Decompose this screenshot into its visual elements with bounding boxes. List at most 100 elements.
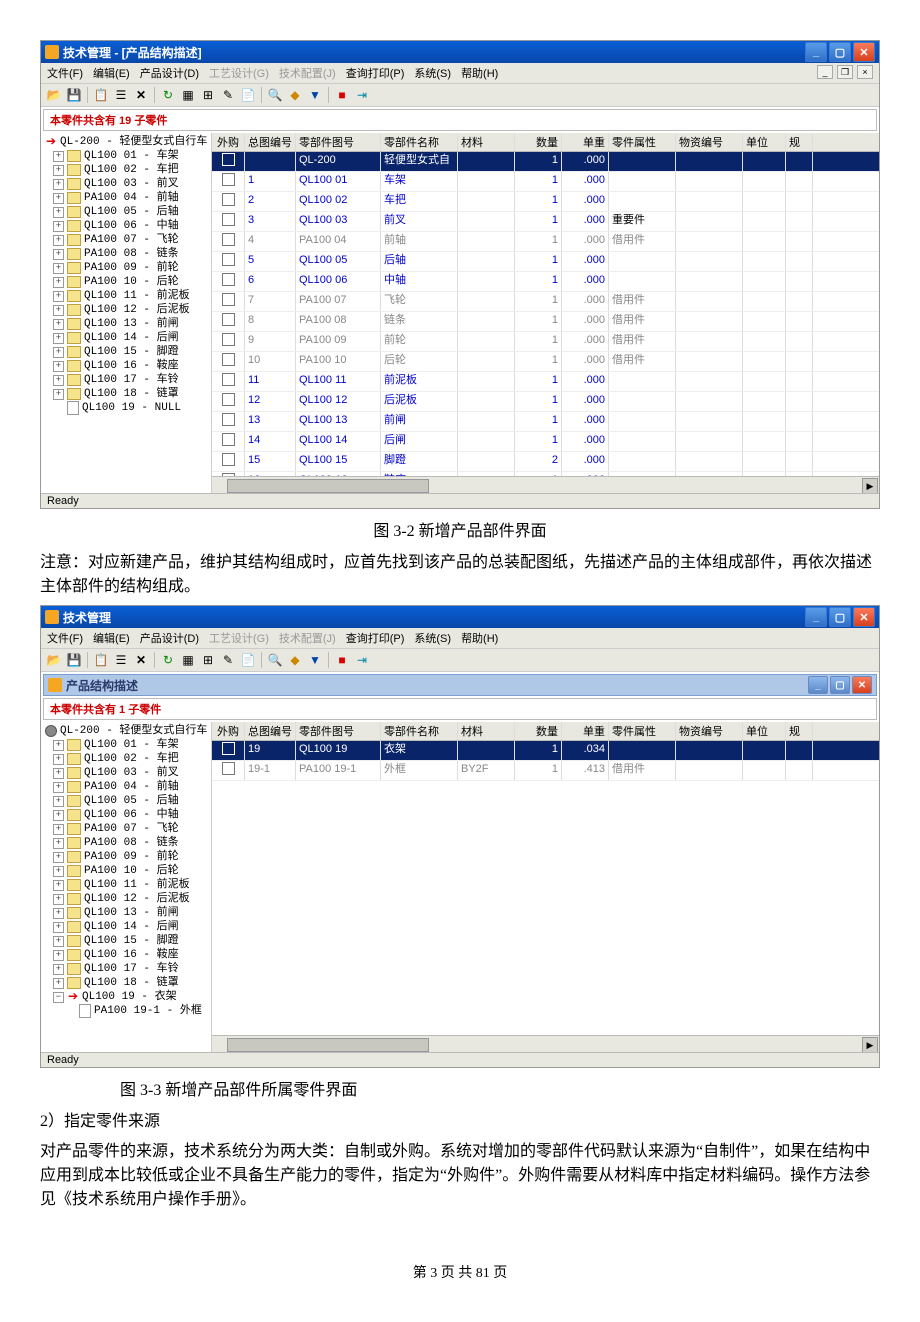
column-header[interactable]: 单位 xyxy=(743,133,786,151)
tree-expander-icon[interactable]: + xyxy=(53,151,64,162)
grid-body-1[interactable]: QL-200轻便型女式自1.0001QL100 01车架1.0002QL100 … xyxy=(212,152,879,476)
menu-item[interactable]: 帮助(H) xyxy=(461,630,498,646)
checkbox[interactable] xyxy=(222,353,235,366)
tree-expander-icon[interactable]: + xyxy=(53,740,64,751)
open-icon[interactable]: 📂 xyxy=(45,86,63,104)
tree-expander-icon[interactable]: + xyxy=(53,347,64,358)
filter-icon[interactable]: ▼ xyxy=(306,86,324,104)
column-header[interactable]: 规 xyxy=(786,133,813,151)
wand-icon[interactable]: ✎ xyxy=(219,651,237,669)
tree-expander-icon[interactable]: + xyxy=(53,389,64,400)
hscroll-2[interactable]: ▶ xyxy=(212,1035,879,1052)
column-header[interactable]: 单位 xyxy=(743,722,786,740)
tree-item[interactable]: +PA100 09 - 前轮 xyxy=(41,261,211,275)
checkbox[interactable] xyxy=(222,742,235,755)
table-row[interactable]: 5QL100 05后轴1.000 xyxy=(212,252,879,272)
paste-icon[interactable]: 📄 xyxy=(239,651,257,669)
table-row[interactable]: 13QL100 13前闸1.000 xyxy=(212,412,879,432)
table-row[interactable]: 8PA100 08链条1.000借用件 xyxy=(212,312,879,332)
checkbox[interactable] xyxy=(222,413,235,426)
tree-expander-icon[interactable]: + xyxy=(53,263,64,274)
menu-item[interactable]: 帮助(H) xyxy=(461,65,498,81)
mdi-restore-button[interactable]: ❐ xyxy=(837,65,853,79)
checkbox[interactable] xyxy=(222,213,235,226)
menu-item[interactable]: 工艺设计(G) xyxy=(209,65,269,81)
checkbox[interactable] xyxy=(222,393,235,406)
tree-item[interactable]: +QL100 18 - 链罩 xyxy=(41,976,211,990)
tree-expander-icon[interactable]: + xyxy=(53,361,64,372)
checkbox[interactable] xyxy=(222,273,235,286)
tree-item[interactable]: +QL100 15 - 脚蹬 xyxy=(41,934,211,948)
tree-item[interactable]: +QL100 16 - 鞍座 xyxy=(41,359,211,373)
menu-item[interactable]: 工艺设计(G) xyxy=(209,630,269,646)
tree-item[interactable]: +QL100 06 - 中轴 xyxy=(41,219,211,233)
tree-expander-icon[interactable]: + xyxy=(53,936,64,947)
tree-expander-icon[interactable]: + xyxy=(53,754,64,765)
column-header[interactable]: 零件属性 xyxy=(609,722,676,740)
table-row[interactable]: 7PA100 07飞轮1.000借用件 xyxy=(212,292,879,312)
tree-expander-icon[interactable]: + xyxy=(53,193,64,204)
tree-item[interactable]: +QL100 05 - 后轴 xyxy=(41,205,211,219)
stop-icon[interactable]: ■ xyxy=(333,651,351,669)
tree-item[interactable]: −➔QL100 19 - 衣架 xyxy=(41,990,211,1004)
list-icon[interactable]: ☰ xyxy=(112,86,130,104)
menu-item[interactable]: 产品设计(D) xyxy=(140,630,199,646)
scroll-right-button[interactable]: ▶ xyxy=(862,478,878,493)
column-header[interactable]: 零部件名称 xyxy=(381,133,458,151)
flag-icon[interactable]: ◆ xyxy=(286,651,304,669)
scroll-thumb[interactable] xyxy=(227,479,429,493)
column-header[interactable]: 零件属性 xyxy=(609,133,676,151)
tree-expander-icon[interactable]: − xyxy=(53,992,64,1003)
paste-icon[interactable]: 📄 xyxy=(239,86,257,104)
tree-expander-icon[interactable]: + xyxy=(53,221,64,232)
tree-subitem[interactable]: PA100 19-1 - 外框 xyxy=(41,1004,211,1018)
tree-item[interactable]: +QL100 13 - 前闸 xyxy=(41,317,211,331)
tree-item[interactable]: +PA100 07 - 飞轮 xyxy=(41,233,211,247)
table-row[interactable]: 11QL100 11前泥板1.000 xyxy=(212,372,879,392)
column-header[interactable]: 总图编号 xyxy=(245,133,296,151)
wand-icon[interactable]: ✎ xyxy=(219,86,237,104)
checkbox[interactable] xyxy=(222,433,235,446)
column-header[interactable]: 单重 xyxy=(562,133,609,151)
tree-expander-icon[interactable]: + xyxy=(53,179,64,190)
tree-item[interactable]: +QL100 16 - 鞍座 xyxy=(41,948,211,962)
tree-item[interactable]: +QL100 12 - 后泥板 xyxy=(41,892,211,906)
checkbox[interactable] xyxy=(222,153,235,166)
menu-item[interactable]: 编辑(E) xyxy=(93,630,130,646)
column-header[interactable]: 物资编号 xyxy=(676,722,743,740)
refresh-icon[interactable]: ↻ xyxy=(159,651,177,669)
open-icon[interactable]: 📂 xyxy=(45,651,63,669)
tree-item[interactable]: +PA100 09 - 前轮 xyxy=(41,850,211,864)
tree-expander-icon[interactable]: + xyxy=(53,782,64,793)
column-header[interactable]: 单重 xyxy=(562,722,609,740)
close-button[interactable]: ✕ xyxy=(853,42,875,62)
stop-icon[interactable]: ■ xyxy=(333,86,351,104)
copy-icon[interactable]: 📋 xyxy=(92,86,110,104)
table-row[interactable]: 15QL100 15脚蹬2.000 xyxy=(212,452,879,472)
tree-expander-icon[interactable]: + xyxy=(53,375,64,386)
column-header[interactable]: 材料 xyxy=(458,133,515,151)
tree-expander-icon[interactable]: + xyxy=(53,880,64,891)
table-row[interactable]: 1QL100 01车架1.000 xyxy=(212,172,879,192)
tree-icon[interactable]: ⊞ xyxy=(199,86,217,104)
close-button[interactable]: ✕ xyxy=(853,607,875,627)
tree-item[interactable]: +QL100 01 - 车架 xyxy=(41,738,211,752)
tree-item[interactable]: +QL100 13 - 前闸 xyxy=(41,906,211,920)
menu-item[interactable]: 查询打印(P) xyxy=(346,65,405,81)
tree-item[interactable]: +QL100 01 - 车架 xyxy=(41,149,211,163)
tree-expander-icon[interactable]: + xyxy=(53,922,64,933)
tree-item[interactable]: +QL100 11 - 前泥板 xyxy=(41,878,211,892)
tree-item[interactable]: +PA100 10 - 后轮 xyxy=(41,275,211,289)
table-row[interactable]: 9PA100 09前轮1.000借用件 xyxy=(212,332,879,352)
child-maximize-button[interactable]: ▢ xyxy=(830,676,850,694)
menu-item[interactable]: 技术配置(J) xyxy=(279,65,336,81)
tree-item[interactable]: +QL100 03 - 前叉 xyxy=(41,177,211,191)
grid-icon[interactable]: ▦ xyxy=(179,86,197,104)
checkbox[interactable] xyxy=(222,253,235,266)
child-minimize-button[interactable]: _ xyxy=(808,676,828,694)
tree-expander-icon[interactable]: + xyxy=(53,810,64,821)
tree-expander-icon[interactable]: + xyxy=(53,165,64,176)
column-header[interactable]: 材料 xyxy=(458,722,515,740)
exit-icon[interactable]: ⇥ xyxy=(353,651,371,669)
tree-item[interactable]: +PA100 08 - 链条 xyxy=(41,247,211,261)
